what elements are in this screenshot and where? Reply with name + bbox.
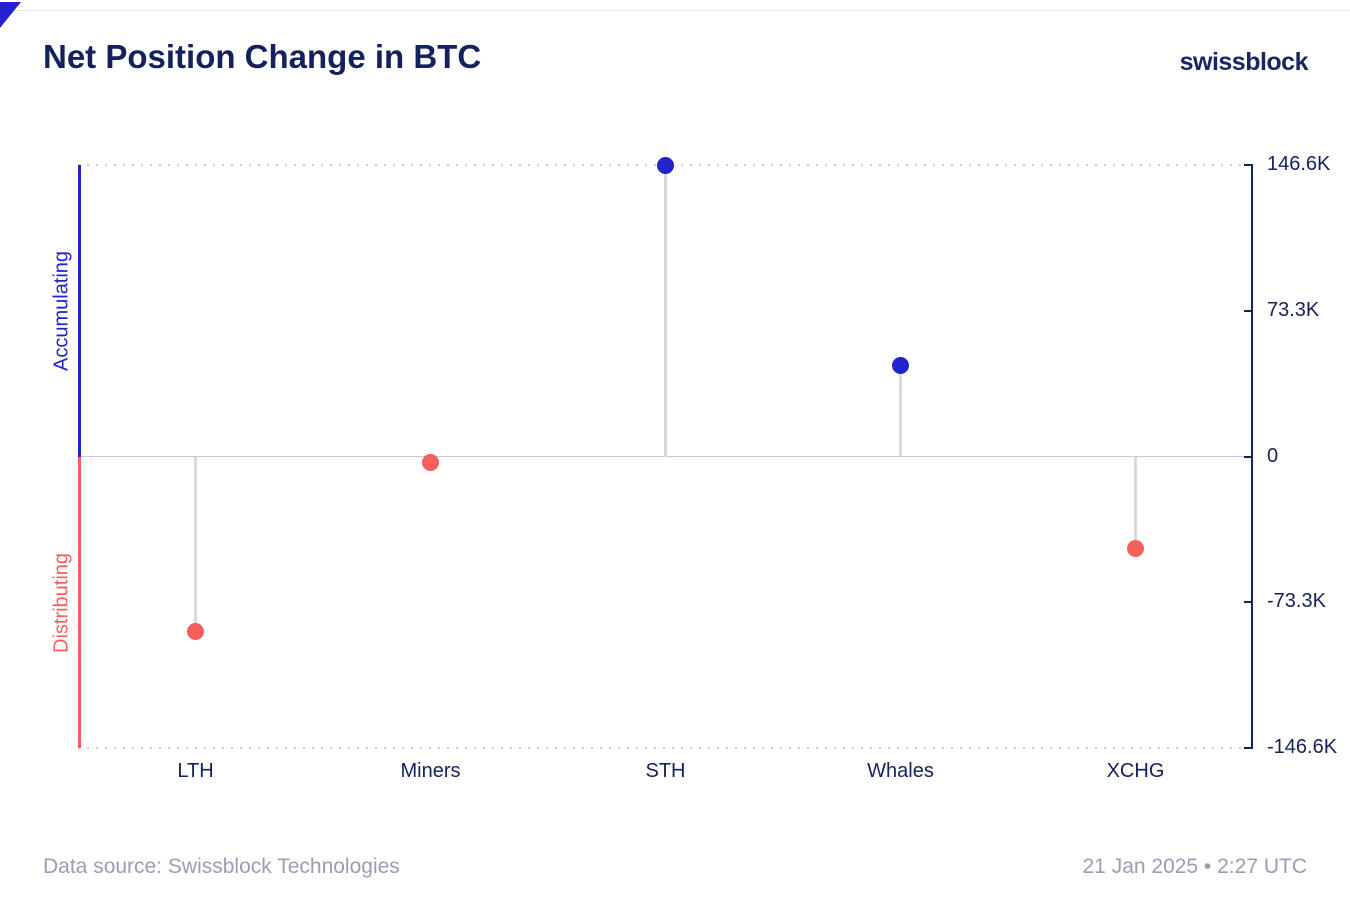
distributing-axis-label: Distributing xyxy=(50,552,73,653)
timestamp-label: 21 Jan 2025 • 2:27 UTC xyxy=(1082,855,1308,878)
data-point-lth xyxy=(187,622,204,640)
accumulating-axis-label: Accumulating xyxy=(50,250,73,372)
y-axis-tick-label: -146.6K xyxy=(1267,736,1338,758)
y-axis-tick xyxy=(1244,747,1253,749)
data-point-xchg xyxy=(1127,539,1144,557)
y-axis-tick xyxy=(1244,455,1253,458)
swissblock-logo: swissblock xyxy=(1179,48,1309,76)
gridline-bottom xyxy=(78,747,1253,749)
footer: Data source: Swissblock Technologies 21 … xyxy=(43,855,1307,879)
x-axis-label-xchg: XCHG xyxy=(1106,760,1165,782)
data-point-whales xyxy=(892,356,909,374)
zero-gridline xyxy=(78,455,1253,458)
x-axis-label-miners: Miners xyxy=(400,760,461,782)
top-divider xyxy=(0,10,1350,11)
y-axis-tick xyxy=(1244,601,1253,604)
left-axis-positive-segment xyxy=(78,165,81,457)
y-axis-tick-label: 0 xyxy=(1267,444,1279,467)
stem-xchg xyxy=(1134,456,1137,549)
x-axis-label-sth: STH xyxy=(645,760,686,782)
stem-sth xyxy=(664,165,667,457)
page-title: Net Position Change in BTC xyxy=(43,38,482,75)
x-axis-label-lth: LTH xyxy=(177,760,214,782)
stem-whales xyxy=(899,365,902,457)
y-axis-tick-label: 73.3K xyxy=(1267,298,1320,321)
data-point-sth xyxy=(657,156,674,174)
stem-lth xyxy=(194,456,197,632)
data-point-miners xyxy=(422,453,439,471)
corner-accent-triangle xyxy=(0,2,21,28)
y-axis-tick xyxy=(1244,164,1253,166)
y-axis-tick-label: 146.6K xyxy=(1267,153,1331,175)
left-axis-negative-segment xyxy=(78,456,81,748)
y-axis-tick xyxy=(1244,309,1253,312)
plot-area: 146.6K 73.3K 0 -73.3K -146.6K LTH Miners STH Wha… xyxy=(78,153,1337,782)
x-axis-label-whales: Whales xyxy=(867,760,934,782)
y-axis-tick-label: -73.3K xyxy=(1267,590,1326,613)
data-source-label: Data source: Swissblock Technologies xyxy=(43,855,400,878)
